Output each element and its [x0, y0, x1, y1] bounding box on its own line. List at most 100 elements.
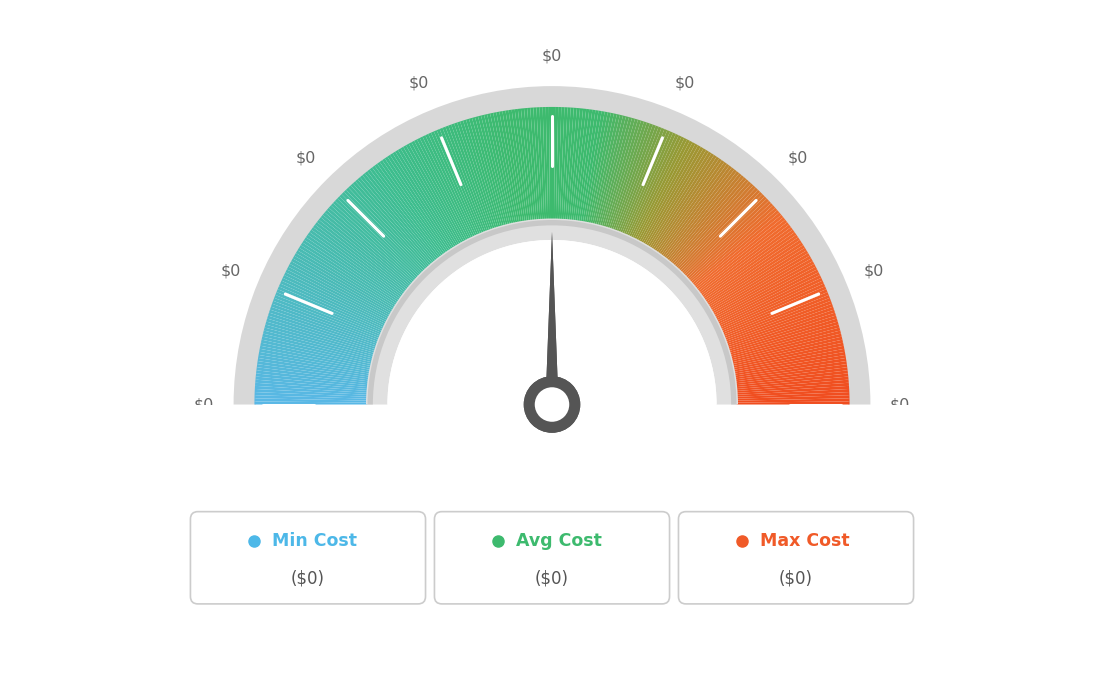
Wedge shape — [258, 352, 371, 374]
Wedge shape — [425, 134, 475, 237]
Wedge shape — [269, 310, 378, 348]
Wedge shape — [585, 112, 608, 224]
Wedge shape — [736, 383, 849, 393]
Wedge shape — [469, 118, 502, 227]
Wedge shape — [641, 144, 698, 244]
Wedge shape — [625, 131, 673, 236]
Wedge shape — [300, 242, 397, 306]
Wedge shape — [262, 337, 372, 364]
Wedge shape — [272, 301, 379, 342]
Wedge shape — [428, 132, 477, 237]
Wedge shape — [261, 343, 372, 368]
Wedge shape — [724, 298, 831, 340]
Wedge shape — [646, 148, 707, 247]
Wedge shape — [676, 184, 753, 268]
Polygon shape — [545, 232, 559, 422]
Wedge shape — [439, 128, 484, 234]
Wedge shape — [336, 199, 418, 278]
Wedge shape — [596, 115, 626, 226]
Wedge shape — [634, 138, 687, 240]
Wedge shape — [649, 152, 711, 248]
Wedge shape — [616, 126, 659, 233]
Wedge shape — [720, 281, 824, 329]
Wedge shape — [721, 286, 826, 333]
Wedge shape — [680, 190, 761, 273]
Wedge shape — [732, 339, 843, 366]
Wedge shape — [664, 168, 734, 259]
Wedge shape — [665, 169, 736, 260]
Wedge shape — [255, 389, 368, 397]
Wedge shape — [502, 110, 523, 223]
Wedge shape — [481, 115, 510, 226]
Wedge shape — [478, 115, 508, 226]
Wedge shape — [388, 240, 716, 404]
Wedge shape — [325, 210, 412, 286]
Text: $0: $0 — [193, 397, 214, 412]
Wedge shape — [688, 203, 773, 281]
Circle shape — [534, 387, 570, 422]
Wedge shape — [736, 386, 849, 395]
Wedge shape — [713, 261, 815, 317]
Wedge shape — [487, 113, 513, 224]
Wedge shape — [466, 119, 500, 228]
Wedge shape — [734, 358, 847, 377]
Wedge shape — [636, 139, 690, 241]
Wedge shape — [545, 107, 550, 220]
Wedge shape — [735, 373, 848, 387]
Wedge shape — [588, 112, 614, 224]
Wedge shape — [452, 124, 491, 231]
Wedge shape — [668, 173, 742, 262]
Wedge shape — [255, 395, 368, 401]
Wedge shape — [571, 108, 586, 221]
Wedge shape — [618, 127, 661, 233]
Wedge shape — [697, 219, 787, 291]
Wedge shape — [367, 219, 737, 404]
Wedge shape — [234, 86, 870, 404]
Wedge shape — [311, 227, 404, 296]
Wedge shape — [659, 162, 726, 255]
Wedge shape — [341, 192, 423, 274]
Wedge shape — [609, 121, 647, 230]
Wedge shape — [598, 117, 629, 226]
Wedge shape — [255, 386, 368, 395]
Wedge shape — [265, 322, 375, 355]
Wedge shape — [690, 208, 777, 284]
Wedge shape — [289, 261, 391, 317]
Wedge shape — [602, 118, 635, 227]
Wedge shape — [437, 129, 482, 235]
Wedge shape — [351, 184, 428, 268]
Wedge shape — [567, 108, 580, 221]
Wedge shape — [700, 227, 793, 296]
Wedge shape — [274, 295, 381, 338]
Wedge shape — [275, 292, 381, 337]
Wedge shape — [346, 188, 426, 271]
Wedge shape — [540, 107, 546, 220]
Wedge shape — [254, 398, 368, 402]
Text: $0: $0 — [863, 264, 884, 279]
Wedge shape — [364, 171, 437, 261]
Wedge shape — [514, 109, 531, 221]
Wedge shape — [622, 129, 667, 235]
Wedge shape — [605, 119, 641, 228]
Wedge shape — [475, 117, 506, 226]
Wedge shape — [327, 208, 414, 284]
Wedge shape — [624, 130, 670, 235]
Wedge shape — [524, 108, 537, 221]
Wedge shape — [358, 177, 433, 265]
Wedge shape — [733, 346, 845, 370]
Wedge shape — [414, 139, 468, 241]
Wedge shape — [729, 319, 838, 353]
Wedge shape — [736, 402, 850, 404]
Wedge shape — [558, 107, 564, 220]
FancyBboxPatch shape — [435, 512, 669, 604]
Wedge shape — [463, 119, 499, 228]
Wedge shape — [729, 322, 839, 355]
Wedge shape — [537, 107, 544, 220]
Wedge shape — [599, 117, 631, 227]
Wedge shape — [723, 292, 829, 337]
Wedge shape — [493, 112, 518, 224]
Circle shape — [523, 376, 581, 433]
Wedge shape — [705, 240, 802, 304]
Wedge shape — [633, 137, 684, 239]
Wedge shape — [286, 269, 388, 322]
